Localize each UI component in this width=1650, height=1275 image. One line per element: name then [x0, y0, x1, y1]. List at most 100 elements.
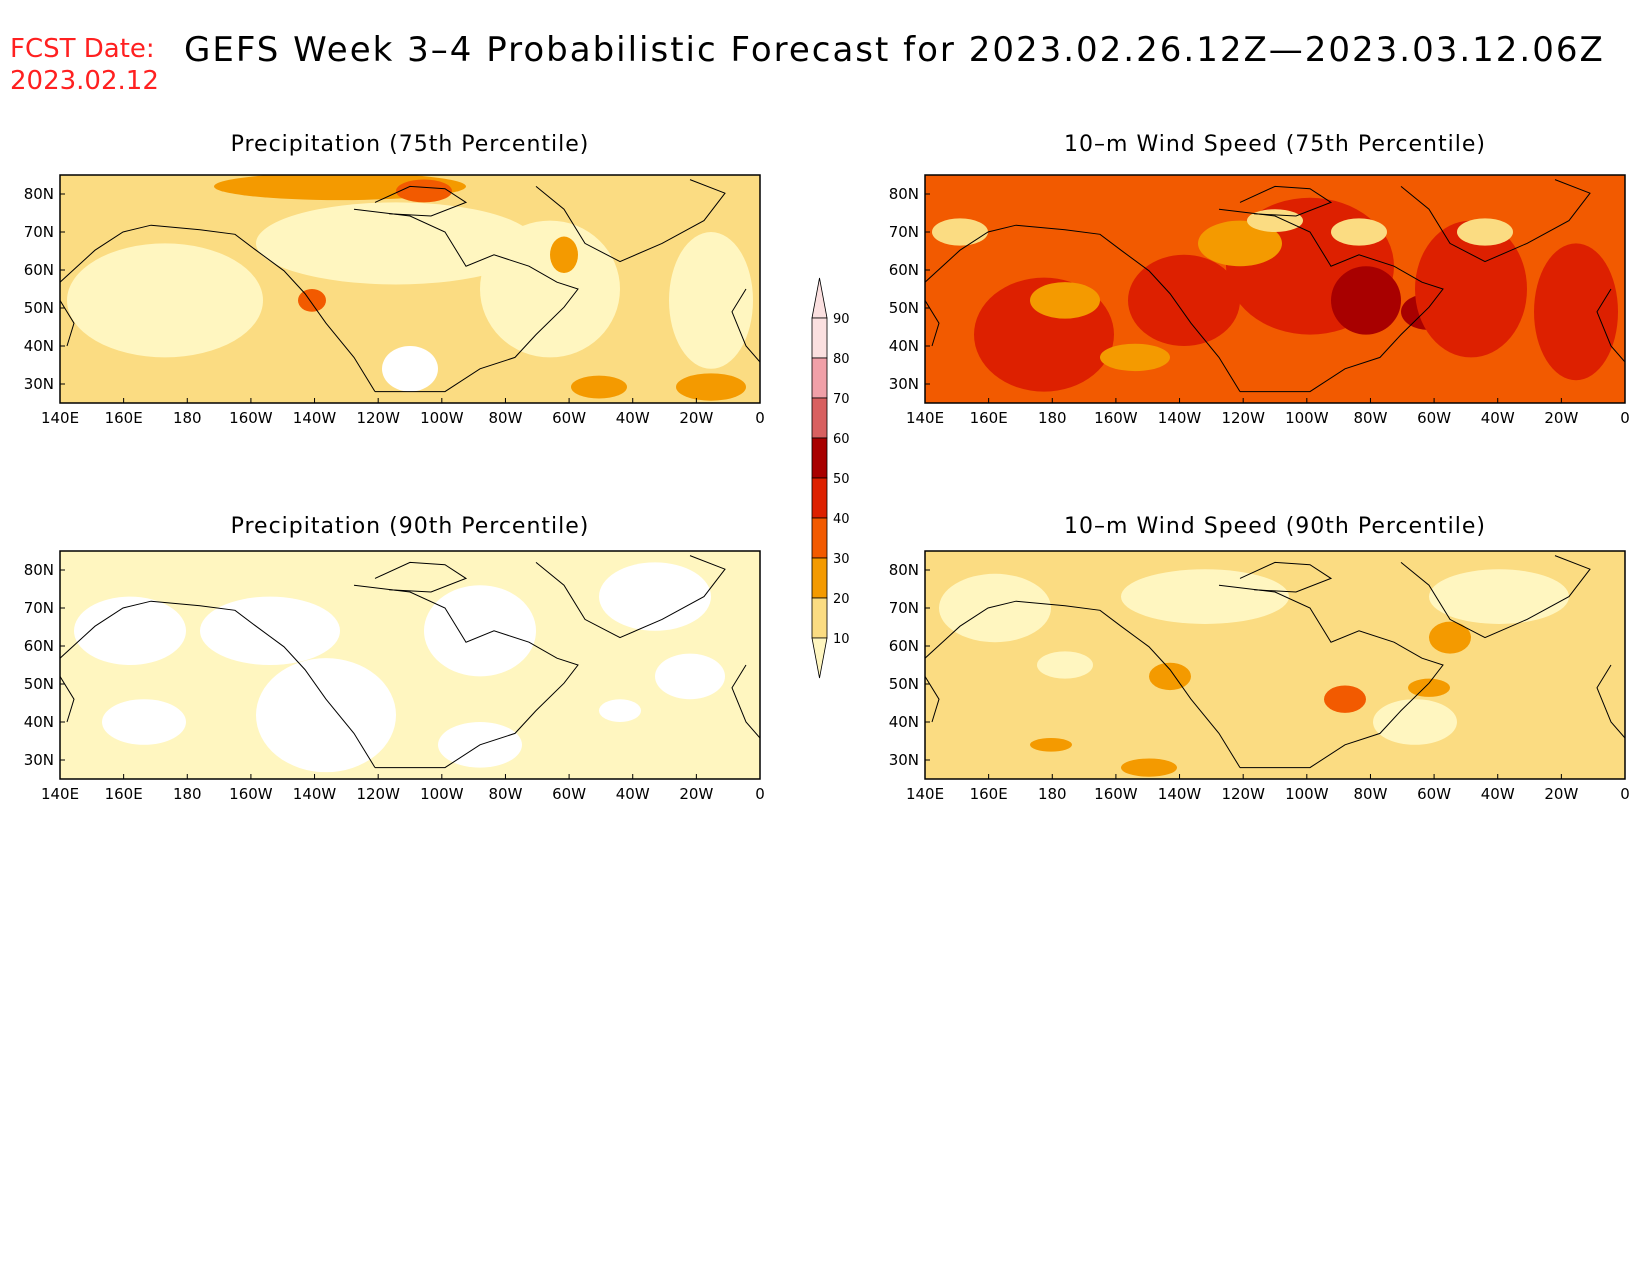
contour-region	[1100, 343, 1170, 372]
contour-region	[1408, 678, 1450, 697]
contour-region	[256, 202, 536, 285]
panel-title-wind-90: 10–m Wind Speed (90th Percentile)	[1064, 514, 1486, 539]
x-tick-label: 140E	[906, 409, 944, 427]
colorbar-swatch	[811, 357, 828, 399]
x-tick-label: 100W	[1285, 409, 1329, 427]
x-tick-label: 100W	[420, 785, 464, 803]
y-tick-label: 70N	[889, 599, 919, 617]
x-tick-label: 140E	[41, 785, 79, 803]
x-tick-label: 140W	[293, 785, 337, 803]
colorbar: 90 80 70 60 50 40 30 20 10	[811, 277, 850, 679]
contour-field	[925, 175, 1625, 403]
x-tick-label: 40W	[1481, 785, 1515, 803]
colorbar-bottom-cap	[811, 637, 828, 679]
x-tick-label: 0	[1620, 785, 1630, 803]
contour-region	[1030, 737, 1072, 752]
contour-region	[424, 585, 536, 677]
map-frame	[59, 174, 761, 404]
x-tick-label: 20W	[1544, 785, 1578, 803]
contour-region	[676, 373, 746, 401]
colorbar-top-cap	[811, 277, 828, 319]
colorbar-label: 20	[833, 592, 850, 607]
contour-region	[1429, 569, 1569, 624]
map-frame	[924, 550, 1626, 780]
contour-region	[932, 218, 988, 246]
contour-region	[1121, 758, 1177, 777]
contour-region	[396, 179, 452, 203]
contour-region	[1030, 282, 1100, 319]
y-tick-label: 50N	[889, 299, 919, 317]
coastline	[1218, 208, 1444, 393]
colorbar-swatch	[811, 517, 828, 559]
coastline	[731, 664, 760, 739]
contour-region	[1128, 254, 1240, 346]
x-tick-label: 160W	[1094, 409, 1138, 427]
contour-region	[1198, 220, 1282, 267]
y-tick-label: 80N	[24, 185, 54, 203]
map-panel-wind-75: 140E 160E 180 160W 140W 120W 100W 80W 60W 40W 20W 0…	[889, 174, 1630, 427]
coastline	[925, 600, 1241, 768]
x-tick-label: 60W	[552, 409, 586, 427]
contour-region	[1331, 266, 1401, 335]
colorbar-label: 30	[833, 552, 850, 567]
x-tick-label: 120W	[356, 409, 400, 427]
colorbar-swatch	[811, 597, 828, 639]
x-tick-label: 100W	[1285, 785, 1329, 803]
colorbar-swatch	[811, 397, 828, 439]
x-tick-label: 140W	[1158, 785, 1202, 803]
contour-region	[1457, 218, 1513, 246]
panel-title-wind-75: 10–m Wind Speed (75th Percentile)	[1064, 132, 1486, 157]
contour-field	[925, 551, 1625, 779]
x-tick-label: 140E	[906, 785, 944, 803]
y-tick-label: 80N	[889, 561, 919, 579]
map-panel-precip-90: 140E 160E 180 160W 140W 120W 100W 80W 60W 40W 20W 0…	[24, 550, 765, 803]
fcst-date-value: 2023.02.12	[10, 66, 159, 96]
coastline	[1218, 584, 1444, 769]
colorbar-swatch	[811, 317, 828, 359]
colorbar-label: 80	[833, 352, 850, 367]
colorbar-label: 50	[833, 472, 850, 487]
x-tick-label: 180	[173, 785, 202, 803]
x-tick-label: 40W	[616, 785, 650, 803]
contour-region	[1037, 651, 1093, 679]
y-tick-label: 40N	[889, 713, 919, 731]
x-tick-label: 180	[1038, 785, 1067, 803]
y-tick-label: 70N	[889, 223, 919, 241]
fcst-date-label: FCST Date:	[10, 34, 155, 64]
contour-region	[256, 658, 396, 773]
contour-region	[939, 573, 1051, 643]
y-tick-label: 30N	[24, 375, 54, 393]
y-tick-label: 30N	[24, 751, 54, 769]
map-panel-precip-75: 140E 160E 180 160W 140W 120W 100W 80W 60W 40W 20W 0…	[24, 174, 765, 427]
x-tick-label: 160W	[1094, 785, 1138, 803]
y-tick-label: 40N	[24, 713, 54, 731]
x-tick-label: 120W	[356, 785, 400, 803]
x-tick-label: 140E	[41, 409, 79, 427]
coastline	[1400, 179, 1591, 263]
contour-field	[60, 551, 760, 779]
contour-region	[480, 220, 620, 358]
contour-region	[599, 699, 641, 722]
coastline	[1596, 664, 1625, 739]
y-tick-label: 60N	[889, 637, 919, 655]
x-tick-label: 20W	[679, 409, 713, 427]
y-tick-label: 30N	[889, 375, 919, 393]
x-tick-label: 80W	[488, 409, 522, 427]
coastline	[1596, 288, 1625, 363]
contour-region	[102, 699, 186, 745]
contour-region	[1331, 218, 1387, 246]
contour-region	[669, 232, 753, 369]
coastline	[60, 224, 376, 392]
map-frame	[924, 174, 1626, 404]
x-tick-label: 120W	[1221, 785, 1265, 803]
contour-region	[1247, 209, 1303, 233]
x-tick-label: 120W	[1221, 409, 1265, 427]
main-title: GEFS Week 3–4 Probabilistic Forecast for…	[184, 30, 1605, 70]
contour-region	[67, 243, 263, 358]
x-tick-label: 160W	[229, 409, 273, 427]
colorbar-swatch	[811, 557, 828, 599]
coastline	[925, 224, 1241, 392]
colorbar-swatch	[811, 437, 828, 479]
contour-region	[655, 653, 725, 700]
